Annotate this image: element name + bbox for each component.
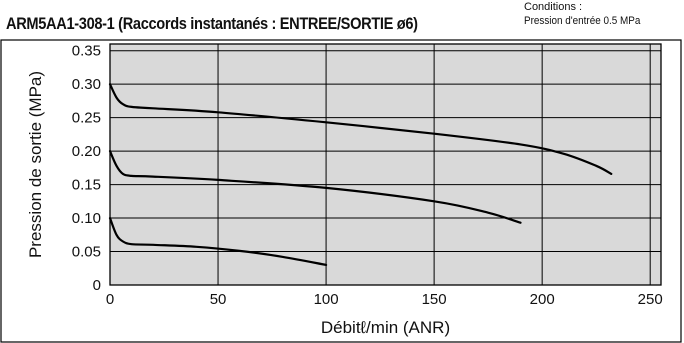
series-line-3 bbox=[108, 217, 328, 266]
x-tick-label: 100 bbox=[314, 291, 339, 308]
series-line-2 bbox=[108, 150, 522, 224]
series-group bbox=[108, 83, 613, 266]
plot-area bbox=[110, 44, 661, 285]
conditions-value: Pression d'entrée 0.5 MPa bbox=[524, 15, 641, 27]
chart-title: ARM5AA1-308-1 (Raccords instantanés : EN… bbox=[6, 14, 418, 33]
conditions-note: Conditions : Pression d'entrée 0.5 MPa bbox=[524, 0, 653, 28]
figure-frame bbox=[0, 39, 682, 343]
series-line-1 bbox=[108, 83, 613, 175]
y-tick-label: 0.15 bbox=[72, 177, 101, 194]
plot-border bbox=[109, 43, 662, 286]
x-tick-label: 50 bbox=[210, 291, 227, 308]
y-tick-label: 0.30 bbox=[72, 76, 101, 93]
y-tick-label: 0.35 bbox=[72, 43, 101, 60]
x-axis-label: Débitℓ/min (ANR) bbox=[321, 318, 450, 337]
x-tick-label: 150 bbox=[422, 291, 447, 308]
tick-labels: 0 50 100 150 200 250 0 0.05 0.10 0.15 0.20 0.25 0.30… bbox=[72, 43, 663, 308]
y-tick-label: 0 bbox=[93, 277, 101, 294]
x-tick-label: 250 bbox=[638, 291, 663, 308]
conditions-label: Conditions : bbox=[524, 1, 583, 13]
y-tick-label: 0.05 bbox=[72, 244, 101, 261]
x-tick-label: 0 bbox=[106, 291, 114, 308]
y-axis-label: Pression de sortie (MPa) bbox=[26, 71, 45, 258]
y-tick-label: 0.10 bbox=[72, 210, 101, 227]
y-tick-label: 0.25 bbox=[72, 110, 101, 127]
x-tick-label: 200 bbox=[530, 291, 555, 308]
y-tick-label: 0.20 bbox=[72, 143, 101, 160]
grid-lines bbox=[110, 44, 661, 285]
